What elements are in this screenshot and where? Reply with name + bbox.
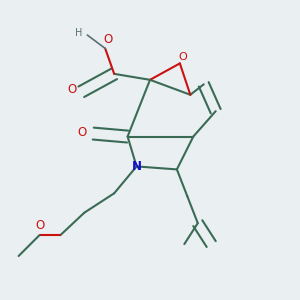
Text: O: O xyxy=(103,33,113,46)
Text: O: O xyxy=(178,52,187,62)
Text: O: O xyxy=(67,83,76,96)
Text: H: H xyxy=(75,28,82,38)
Text: O: O xyxy=(77,126,86,139)
Text: N: N xyxy=(132,160,142,173)
Text: O: O xyxy=(35,219,44,232)
